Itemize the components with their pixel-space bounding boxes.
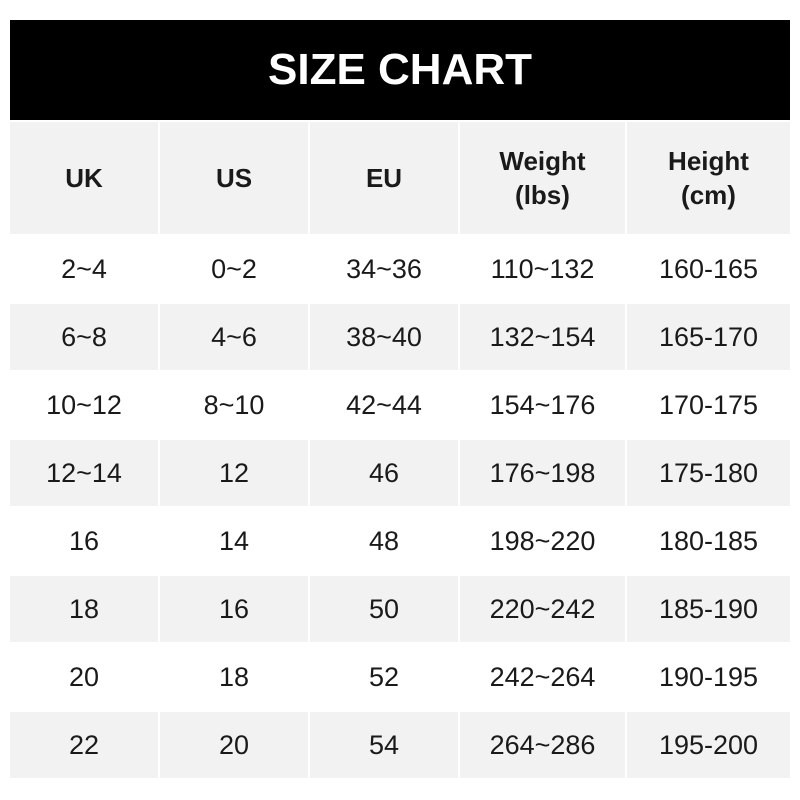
column-header: Height (cm)	[627, 122, 790, 234]
size-chart-title: SIZE CHART	[10, 20, 790, 120]
table-cell: 38~40	[310, 304, 458, 370]
table-cell: 54	[310, 712, 458, 778]
table-cell: 42~44	[346, 389, 422, 420]
table-cell: 16	[68, 525, 100, 556]
table-cell: 10~12	[46, 389, 122, 420]
table-cell: 2~4	[61, 253, 107, 284]
table-cell: 6~8	[10, 304, 158, 370]
table-cell: 8~10	[203, 389, 265, 420]
table-cell: 0~2	[211, 253, 257, 284]
table-cell: 20	[160, 712, 308, 778]
table-cell: 14	[218, 525, 250, 556]
column-header: US	[160, 122, 308, 234]
table-cell: 22	[10, 712, 158, 778]
table-cell: 242~264	[489, 661, 596, 692]
table-cell: 185-190	[627, 576, 790, 642]
column-header: EU	[310, 122, 458, 234]
table-cell: 20	[68, 661, 100, 692]
table-cell: 180-185	[658, 525, 759, 556]
table-cell: 154~176	[489, 389, 596, 420]
table-cell: 18	[218, 661, 250, 692]
table-cell: 52	[368, 661, 400, 692]
table-cell: 110~132	[490, 253, 595, 284]
table-cell: 4~6	[160, 304, 308, 370]
table-cell: 18	[10, 576, 158, 642]
table-cell: 132~154	[460, 304, 625, 370]
table-cell: 198~220	[489, 525, 596, 556]
column-header: Weight (lbs)	[460, 122, 625, 234]
table-cell: 48	[368, 525, 400, 556]
table-cell: 165-170	[627, 304, 790, 370]
table-cell: 195-200	[627, 712, 790, 778]
table-cell: 190-195	[658, 661, 759, 692]
table-cell: 220~242	[460, 576, 625, 642]
table-cell: 34~36	[346, 253, 422, 284]
table-cell: 46	[310, 440, 458, 506]
table-cell: 175-180	[627, 440, 790, 506]
table-cell: 50	[310, 576, 458, 642]
table-cell: 16	[160, 576, 308, 642]
table-cell: 176~198	[460, 440, 625, 506]
table-cell: 12~14	[10, 440, 158, 506]
table-cell: 264~286	[460, 712, 625, 778]
table-cell: 170-175	[658, 389, 759, 420]
table-cell: 160-165	[658, 253, 759, 284]
size-table: UK US EU Weight (lbs) Height (cm) 2~4 0~2 34~36…	[10, 122, 790, 778]
table-cell: 12	[160, 440, 308, 506]
column-header: UK	[10, 122, 158, 234]
